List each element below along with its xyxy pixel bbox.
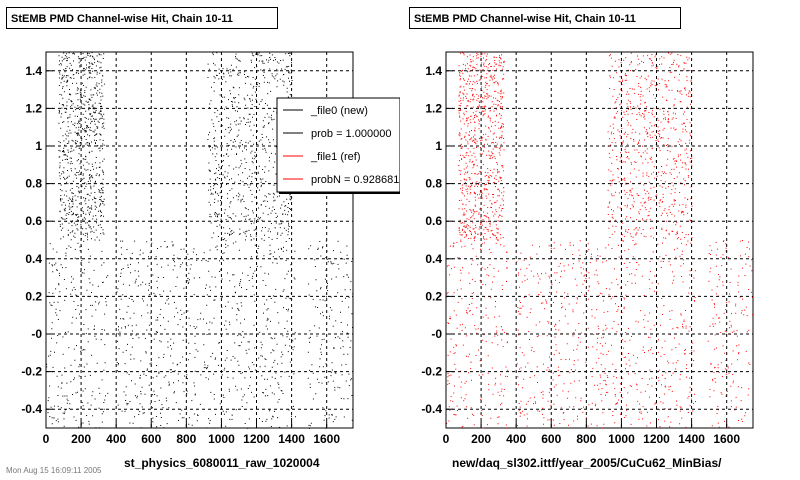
y-tick-label-1: -0.2 bbox=[421, 365, 442, 379]
right-x-axis-label: new/daq_sl302.ittf/year_2005/CuCu62_MinB… bbox=[452, 456, 722, 470]
y-tick-label-5: 0.6 bbox=[25, 214, 42, 228]
right-chart-title: StEMB PMD Channel-wise Hit, Chain 10-11 bbox=[409, 7, 681, 29]
y-tick-label-6: 0.8 bbox=[25, 177, 42, 191]
y-tick-label-0: -0.4 bbox=[21, 402, 42, 416]
x-tick-label-4: 800 bbox=[576, 432, 596, 446]
x-tick-label-7: 1400 bbox=[278, 432, 305, 446]
legend-box bbox=[276, 97, 400, 193]
x-tick-label-6: 1200 bbox=[243, 432, 270, 446]
point-region-1 bbox=[607, 52, 693, 241]
y-tick-label-6: 0.8 bbox=[425, 177, 442, 191]
y-tick-label-7: 1 bbox=[35, 139, 42, 153]
x-tick-label-5: 1000 bbox=[608, 432, 635, 446]
y-tick-label-2: -0 bbox=[431, 327, 442, 341]
y-tick-label-0: -0.4 bbox=[421, 402, 442, 416]
left-scatter-chart: 0 200 400 600 800 1000 1200 1400 1600 -0.4 -0.2 -0 0… bbox=[21, 51, 400, 446]
y-tick-label-3: 0.2 bbox=[425, 289, 442, 303]
y-tick-label-7: 1 bbox=[435, 139, 442, 153]
scatter-points bbox=[46, 52, 354, 429]
x-tick-label-0: 0 bbox=[443, 432, 450, 446]
x-tick-label-8: 1600 bbox=[313, 432, 340, 446]
x-tick-label-1: 200 bbox=[471, 432, 491, 446]
legend-label-3: probN = 0.928681 bbox=[311, 174, 399, 186]
point-region-0 bbox=[458, 52, 505, 241]
x-tick-label-0: 0 bbox=[43, 432, 50, 446]
x-tick-label-7: 1400 bbox=[678, 432, 705, 446]
x-tick-label-4: 800 bbox=[176, 432, 196, 446]
y-tick-label-4: 0.4 bbox=[425, 252, 442, 266]
x-tick-label-8: 1600 bbox=[713, 432, 740, 446]
left-chart-title: StEMB PMD Channel-wise Hit, Chain 10-11 bbox=[6, 7, 278, 29]
x-tick-label-5: 1000 bbox=[208, 432, 235, 446]
y-tick-label-9: 1.4 bbox=[25, 64, 42, 78]
x-tick-label-1: 200 bbox=[71, 432, 91, 446]
y-tick-label-9: 1.4 bbox=[425, 64, 442, 78]
left-x-axis-label: st_physics_6080011_raw_1020004 bbox=[124, 456, 320, 470]
y-tick-label-3: 0.2 bbox=[25, 289, 42, 303]
x-tick-label-2: 400 bbox=[506, 432, 526, 446]
x-tick-label-2: 400 bbox=[106, 432, 126, 446]
y-tick-label-1: -0.2 bbox=[21, 365, 42, 379]
y-tick-label-2: -0 bbox=[31, 327, 42, 341]
legend-label-0: _file0 (new) bbox=[310, 105, 368, 117]
right-scatter-chart: 0 200 400 600 800 1000 1200 1400 1600 -0.4 -0.2 -0 0… bbox=[421, 51, 754, 446]
y-tick-label-5: 0.6 bbox=[425, 214, 442, 228]
y-tick-label-4: 0.4 bbox=[25, 252, 42, 266]
x-tick-label-3: 600 bbox=[141, 432, 161, 446]
plot-frame bbox=[445, 51, 754, 429]
legend-label-2: _file1 (ref) bbox=[310, 151, 361, 163]
x-tick-label-6: 1200 bbox=[643, 432, 670, 446]
point-region-1 bbox=[207, 52, 293, 241]
x-tick-label-3: 600 bbox=[541, 432, 561, 446]
y-tick-label-8: 1.2 bbox=[25, 101, 42, 115]
legend-label-1: prob = 1.000000 bbox=[311, 128, 391, 140]
y-tick-label-8: 1.2 bbox=[425, 101, 442, 115]
footer-timestamp: Mon Aug 15 16:09:11 2005 bbox=[6, 466, 102, 475]
